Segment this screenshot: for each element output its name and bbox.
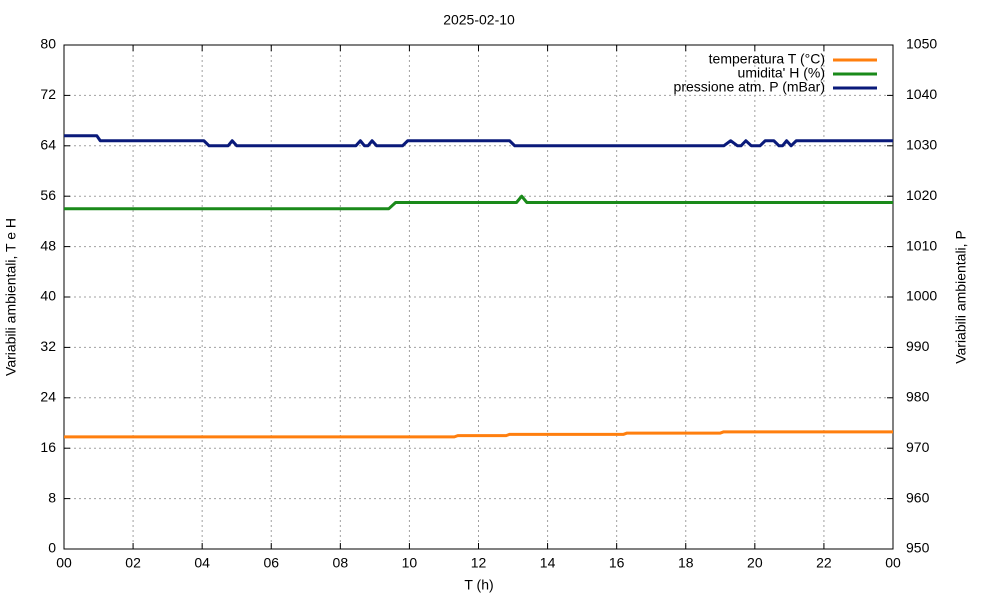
x-tick-label: 18 <box>678 555 694 571</box>
y-tick-label: 72 <box>40 86 56 102</box>
x-tick-label: 02 <box>125 555 141 571</box>
y2-tick-label: 990 <box>906 338 930 354</box>
y2-tick-label: 1030 <box>906 137 937 153</box>
y-tick-label: 16 <box>40 439 56 455</box>
y-tick-label: 80 <box>40 36 56 52</box>
y-tick-label: 56 <box>40 187 56 203</box>
y2-tick-label: 970 <box>906 439 930 455</box>
x-axis-label: T (h) <box>464 577 493 593</box>
legend-label: temperatura T (°C) <box>709 51 825 67</box>
y2-tick-label: 1020 <box>906 187 937 203</box>
y2-tick-label: 980 <box>906 389 930 405</box>
series-line <box>64 430 893 439</box>
y-tick-label: 48 <box>40 237 56 253</box>
x-tick-label: 08 <box>333 555 349 571</box>
y2-tick-label: 1010 <box>906 237 937 253</box>
y2-tick-label: 1040 <box>906 86 937 102</box>
series-line <box>64 194 893 211</box>
x-tick-label: 00 <box>56 555 72 571</box>
y2-tick-label: 950 <box>906 540 930 556</box>
y-axis-label: Variabili ambientali, T e H <box>3 218 19 376</box>
x-tick-label: 20 <box>747 555 763 571</box>
x-tick-label: 04 <box>194 555 210 571</box>
x-tick-label: 00 <box>885 555 901 571</box>
x-tick-label: 10 <box>402 555 418 571</box>
y-tick-label: 32 <box>40 338 56 354</box>
x-tick-label: 22 <box>816 555 832 571</box>
plot-frame <box>63 44 894 550</box>
y-tick-label: 24 <box>40 389 56 405</box>
y2-tick-label: 960 <box>906 489 930 505</box>
y2-axis-label: Variabili ambientali, P <box>953 230 969 364</box>
legend-label: pressione atm. P (mBar) <box>674 79 825 95</box>
y2-tick-label: 1050 <box>906 36 937 52</box>
y-tick-label: 8 <box>48 489 56 505</box>
legend-label: umidita' H (%) <box>738 65 825 81</box>
y2-tick-label: 1000 <box>906 288 937 304</box>
y-tick-label: 64 <box>40 137 56 153</box>
x-tick-label: 14 <box>540 555 556 571</box>
chart-title: 2025-02-10 <box>443 12 515 28</box>
x-tick-label: 12 <box>471 555 487 571</box>
y-tick-label: 0 <box>48 540 56 556</box>
x-tick-label: 06 <box>263 555 279 571</box>
y-tick-label: 40 <box>40 288 56 304</box>
x-tick-label: 16 <box>609 555 625 571</box>
series-line <box>64 134 893 148</box>
